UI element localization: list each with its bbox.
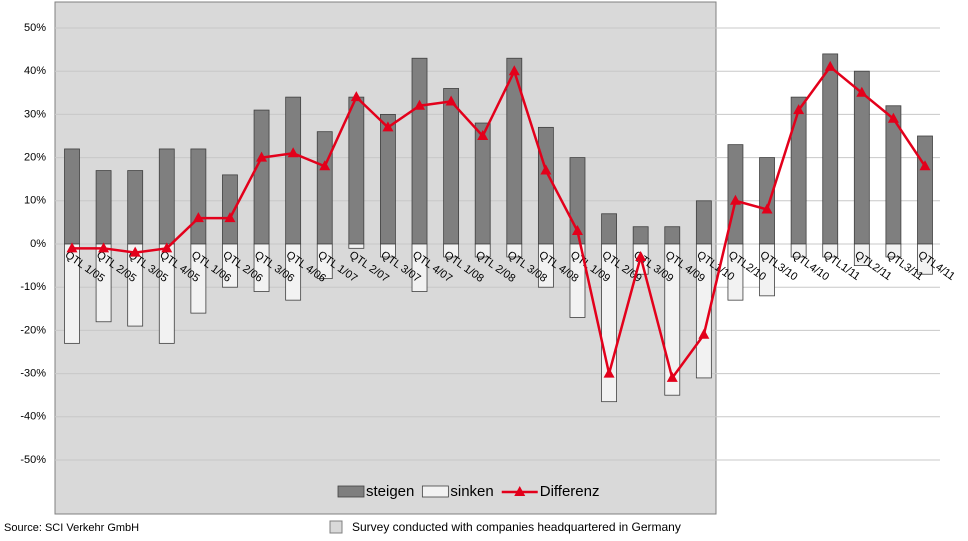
bar bbox=[695, 200, 712, 245]
marker bbox=[761, 203, 773, 214]
marker bbox=[824, 60, 836, 71]
bar bbox=[222, 243, 238, 288]
y-tick-label: 50% bbox=[24, 22, 46, 34]
bar bbox=[190, 148, 207, 245]
marker bbox=[887, 112, 899, 123]
bar bbox=[443, 243, 460, 258]
bar bbox=[380, 243, 396, 258]
marker bbox=[350, 91, 362, 102]
marker bbox=[919, 160, 931, 171]
bar bbox=[727, 243, 744, 301]
marker bbox=[477, 130, 489, 140]
bar bbox=[253, 109, 270, 245]
y-tick-label: -30% bbox=[20, 368, 46, 380]
marker bbox=[508, 65, 520, 76]
bar bbox=[759, 243, 775, 297]
marker bbox=[192, 212, 204, 223]
bar bbox=[506, 243, 523, 258]
marker bbox=[793, 104, 805, 115]
bar bbox=[759, 157, 775, 245]
bar bbox=[316, 131, 333, 245]
marker bbox=[729, 194, 741, 205]
marker bbox=[666, 371, 678, 382]
y-tick-label: -20% bbox=[20, 324, 46, 336]
bar bbox=[917, 243, 933, 275]
marker bbox=[66, 242, 78, 253]
bar bbox=[664, 226, 681, 245]
bar bbox=[411, 243, 428, 292]
y-tick-label: 10% bbox=[24, 195, 46, 207]
bar bbox=[537, 243, 554, 288]
line bbox=[72, 65, 927, 381]
bar bbox=[443, 88, 460, 245]
shade-key bbox=[329, 520, 343, 534]
bar bbox=[822, 53, 839, 245]
bar bbox=[348, 96, 365, 245]
bar bbox=[885, 243, 902, 258]
bar bbox=[917, 135, 933, 245]
bar bbox=[822, 243, 839, 258]
bar bbox=[790, 243, 807, 258]
y-tick-label: -50% bbox=[20, 454, 46, 466]
marker bbox=[571, 225, 583, 236]
source: Source: SCI Verkehr GmbH bbox=[4, 522, 139, 534]
bar bbox=[664, 243, 681, 396]
marker bbox=[856, 86, 868, 97]
bar bbox=[64, 148, 80, 245]
marker bbox=[445, 95, 457, 106]
bar bbox=[601, 213, 617, 245]
bar bbox=[158, 148, 175, 245]
bar bbox=[95, 170, 112, 245]
marker bbox=[256, 151, 268, 162]
y-tick-label: 0% bbox=[30, 238, 46, 250]
y-tick-label: 40% bbox=[24, 65, 46, 77]
shade-note: Survey conducted with companies headquar… bbox=[352, 520, 681, 534]
marker bbox=[319, 160, 331, 171]
bar bbox=[380, 114, 396, 245]
bar bbox=[348, 243, 365, 249]
bar bbox=[790, 96, 807, 245]
marker bbox=[635, 250, 647, 261]
bar bbox=[474, 122, 491, 245]
legend-label: Differenz bbox=[540, 483, 600, 500]
marker bbox=[129, 246, 141, 257]
bar bbox=[853, 243, 870, 267]
marker bbox=[603, 367, 615, 378]
y-tick-label: -40% bbox=[20, 411, 46, 423]
marker bbox=[382, 121, 394, 132]
bar bbox=[632, 226, 649, 245]
marker bbox=[540, 164, 552, 175]
y-tick-label: 30% bbox=[24, 108, 46, 120]
bar bbox=[285, 96, 302, 245]
bar bbox=[569, 243, 586, 318]
bar bbox=[537, 126, 554, 245]
bar bbox=[727, 144, 744, 245]
marker bbox=[224, 212, 236, 223]
bar bbox=[474, 243, 491, 258]
bar bbox=[127, 243, 144, 327]
bar bbox=[695, 243, 712, 379]
bar bbox=[127, 170, 144, 245]
legend-key bbox=[514, 486, 526, 496]
legend-key bbox=[421, 485, 449, 498]
bar bbox=[285, 243, 302, 301]
marker bbox=[98, 242, 110, 253]
legend-label: steigen bbox=[366, 483, 414, 500]
bar bbox=[316, 243, 333, 279]
legend-key bbox=[337, 485, 365, 498]
marker bbox=[287, 147, 299, 158]
y-tick-label: 20% bbox=[24, 152, 46, 164]
marker bbox=[161, 242, 173, 253]
marker bbox=[698, 328, 710, 339]
legend-label: sinken bbox=[450, 483, 493, 500]
bar bbox=[411, 57, 428, 245]
y-tick-label: -10% bbox=[20, 281, 46, 293]
bar bbox=[190, 243, 207, 314]
bar bbox=[253, 243, 270, 292]
marker bbox=[414, 99, 426, 110]
